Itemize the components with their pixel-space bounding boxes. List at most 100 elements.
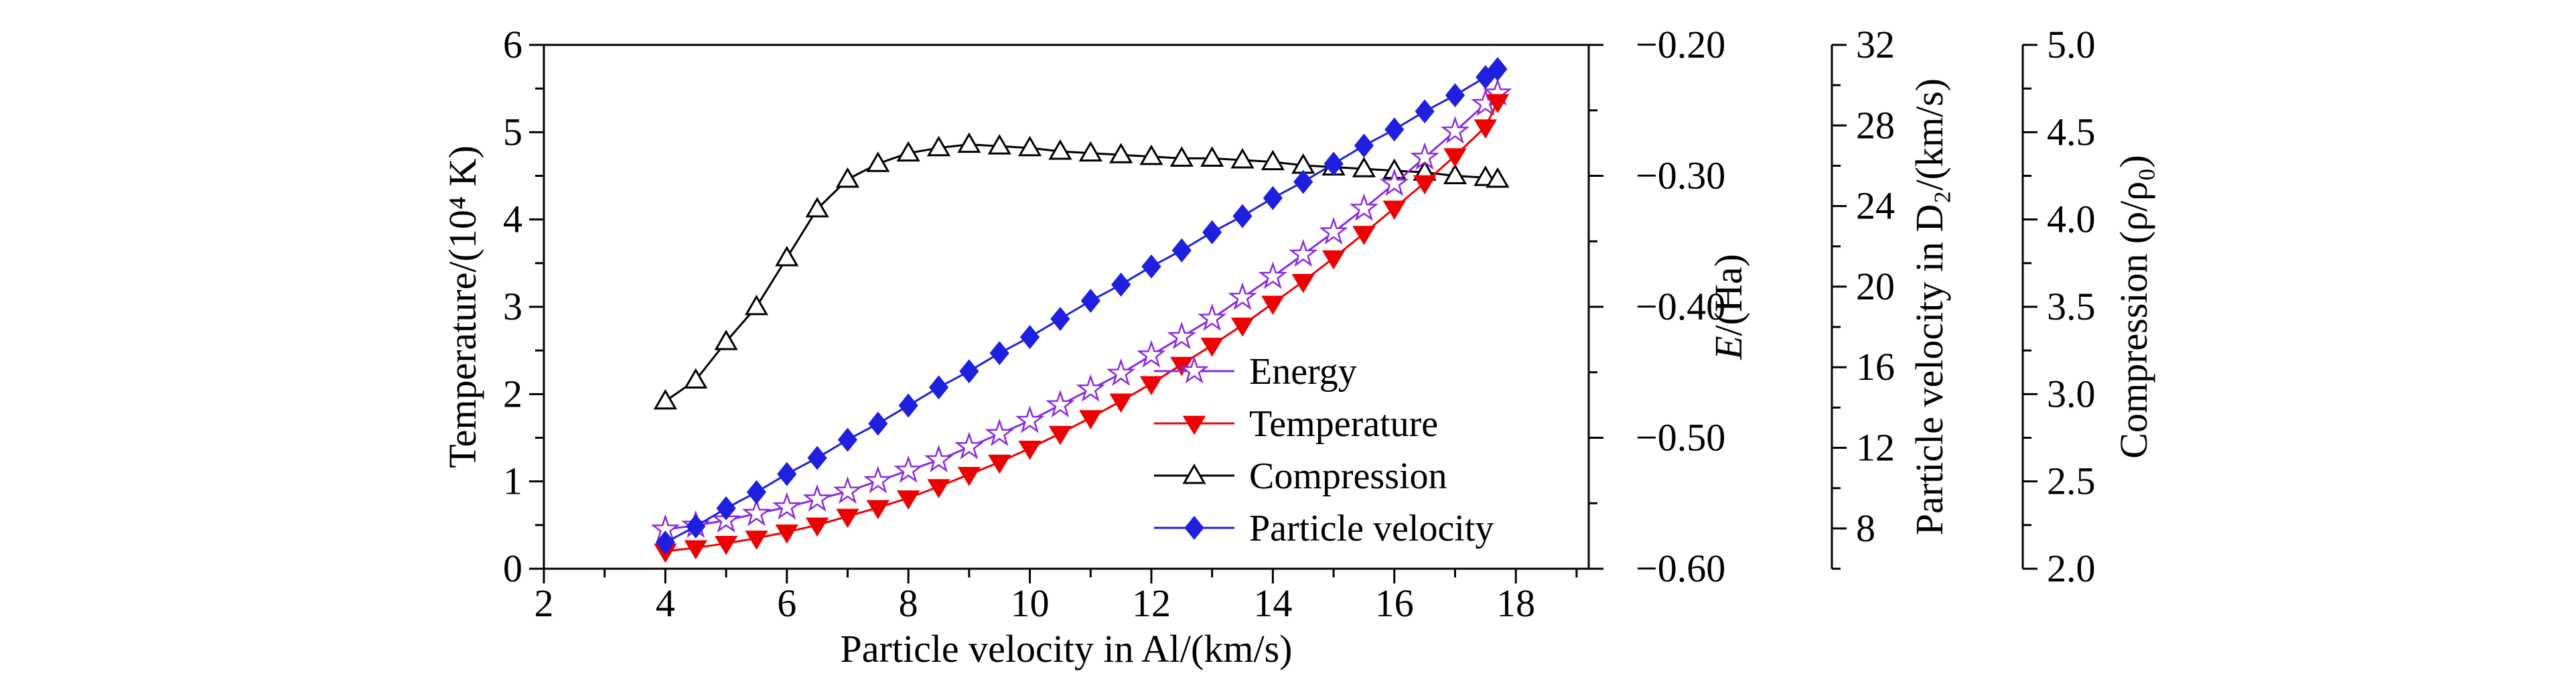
triangle-up-marker: [805, 197, 829, 218]
star-marker: [1015, 405, 1045, 433]
x-axis-title: Particle velocity in Al/(km/s): [841, 627, 1293, 671]
star-marker: [924, 444, 954, 473]
legend: Energy Temperature Compression Particle vel…: [1154, 351, 1494, 549]
triangle-down-marker: [836, 508, 859, 529]
star-marker: [1076, 374, 1105, 402]
temperature-axis-title: Temperature/(10⁴ K): [441, 145, 484, 468]
triangle-down-marker: [745, 531, 768, 550]
triangle-down-marker: [866, 500, 890, 520]
diamond-marker: [1384, 117, 1405, 142]
legend-item-temperature: Temperature: [1154, 403, 1438, 445]
triangle-down-marker: [1321, 250, 1346, 270]
diamond-marker: [1263, 186, 1283, 210]
triangle-down-marker: [1230, 318, 1255, 337]
star-marker: [1440, 116, 1470, 144]
star-marker: [863, 466, 893, 494]
diamond-marker: [1323, 151, 1344, 176]
d2-velocity-axis-tick-label: 16: [1856, 345, 1895, 389]
triangle-down-marker: [1182, 415, 1206, 435]
triangle-up-marker: [1486, 167, 1510, 188]
compression-axis-tick-label: 4.0: [2047, 198, 2096, 241]
compression-axis: 2.0 2.5 3.0 3.5 4.0 4.5 5.0: [2021, 23, 2096, 590]
triangle-up-marker: [1139, 144, 1163, 165]
diamond-marker: [1080, 288, 1100, 313]
x-tick-label: 16: [1375, 581, 1414, 625]
triangle-down-marker: [775, 525, 798, 544]
diamond-marker: [1184, 516, 1204, 540]
legend-label: Temperature: [1249, 403, 1438, 445]
diamond-marker: [989, 341, 1009, 366]
temperature-tick-label: 2: [503, 372, 522, 415]
x-tick-label: 10: [1011, 581, 1050, 625]
star-marker: [1106, 358, 1136, 387]
diamond-marker: [1050, 307, 1070, 332]
energy-tick-label: −0.20: [1636, 23, 1725, 66]
d2-velocity-axis-tick-label: 28: [1856, 103, 1895, 147]
legend-item-energy: Energy: [1154, 351, 1357, 393]
energy-tick-label: −0.50: [1636, 416, 1725, 460]
triangle-down-marker: [684, 540, 707, 560]
triangle-up-marker: [1078, 141, 1102, 162]
triangle-down-marker: [1291, 273, 1315, 293]
star-marker: [772, 492, 802, 520]
star-marker: [1179, 356, 1209, 384]
diamond-marker: [959, 359, 979, 384]
star-marker: [1379, 168, 1409, 196]
triangle-up-marker: [957, 132, 981, 153]
diamond-marker: [807, 445, 827, 470]
triangle-down-marker: [988, 454, 1011, 474]
diamond-marker: [1354, 133, 1374, 158]
star-marker: [1349, 193, 1379, 221]
compression-axis-tick-label: 3.5: [2047, 285, 2096, 328]
series-compression: [653, 132, 1510, 410]
triangle-down-marker: [1413, 175, 1437, 195]
triangle-down-marker: [805, 517, 829, 537]
triangle-up-marker: [987, 134, 1011, 155]
diamond-marker: [837, 427, 858, 452]
star-marker: [1228, 282, 1257, 310]
triangle-down-marker: [1079, 410, 1102, 429]
temperature-tick-label: 5: [503, 110, 522, 153]
triangle-down-marker: [1200, 338, 1224, 357]
star-marker: [985, 418, 1014, 447]
triangle-down-marker: [1261, 295, 1285, 316]
x-tick-label: 6: [777, 581, 796, 625]
diamond-marker: [1415, 99, 1435, 124]
star-marker: [954, 431, 984, 460]
star-marker: [1410, 142, 1439, 170]
triangle-up-marker: [653, 389, 677, 410]
d2-velocity-axis: 8 12 16 20 24 28 32: [1831, 23, 1895, 570]
d2-velocity-axis-tick-label: 12: [1856, 426, 1895, 470]
triangle-up-marker: [744, 294, 769, 316]
triangle-up-marker: [926, 135, 951, 157]
triangle-up-marker: [1261, 149, 1285, 171]
triangle-down-marker: [1486, 94, 1510, 114]
compression-axis-title: Compression (ρ/ρ₀): [2112, 155, 2155, 458]
star-marker: [833, 476, 863, 504]
diamond-marker: [1202, 220, 1222, 245]
triangle-up-marker: [1230, 148, 1255, 169]
diamond-marker: [655, 530, 676, 555]
series-line: [664, 143, 1498, 403]
temperature-tick-label: 0: [503, 547, 522, 590]
star-marker: [1289, 238, 1318, 267]
legend-label: Particle velocity: [1249, 508, 1494, 549]
x-axis: 2 4 6 8 10 12 14 16 18: [534, 569, 1578, 625]
triangle-up-marker: [835, 167, 860, 188]
diamond-marker: [1019, 325, 1040, 350]
diamond-marker: [1141, 254, 1161, 279]
temperature-tick-label: 1: [503, 460, 522, 503]
series-temperature: [654, 94, 1510, 563]
triangle-up-marker: [1352, 157, 1376, 178]
compression-axis-tick-label: 3.0: [2047, 372, 2096, 415]
triangle-up-marker: [684, 368, 708, 389]
diamond-marker: [1111, 272, 1131, 297]
triangle-up-marker: [1048, 139, 1072, 160]
diamond-marker: [686, 514, 706, 539]
diamond-marker: [898, 393, 918, 418]
temperature-tick-label: 3: [503, 285, 522, 328]
star-marker: [1046, 389, 1075, 418]
legend-item-particle-velocity: Particle velocity: [1154, 508, 1494, 549]
compression-axis-tick-label: 4.5: [2047, 110, 2096, 153]
